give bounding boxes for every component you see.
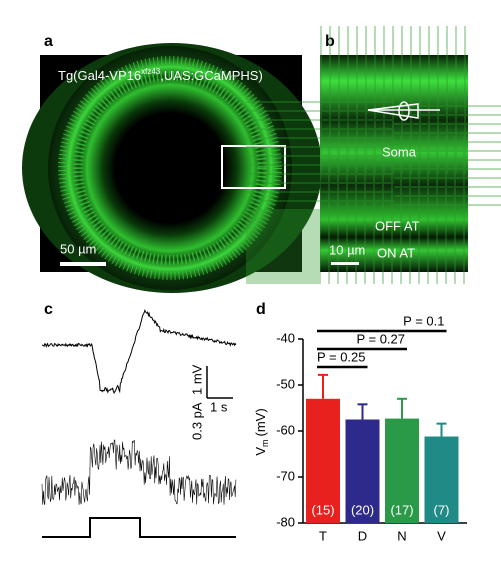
current-trace <box>41 439 237 505</box>
p-value: P = 0.27 <box>356 331 405 346</box>
genotype-main: Tg(Gal4-VP16 <box>58 68 141 83</box>
current-scale: 0.3 pA <box>189 402 204 440</box>
time-scale: 1 s <box>210 399 228 414</box>
panel-label: d <box>256 301 266 318</box>
panel-label: b <box>325 33 335 50</box>
off-label: OFF AT <box>375 218 420 233</box>
y-axis-label: Vm (mV) <box>253 408 270 455</box>
p-value: P = 0.25 <box>317 349 366 364</box>
on-label: ON AT <box>377 245 415 260</box>
y-tick-label: -80 <box>276 514 295 529</box>
soma-label: Soma <box>382 144 417 159</box>
x-tick-label: D <box>358 528 367 543</box>
panel-label: a <box>44 33 53 50</box>
bar-chart: -40 -50 -60 -70 -80 (15) T (20) D (17) N (7) V P = 0.… <box>276 313 467 543</box>
voltage-trace <box>41 309 237 395</box>
scale-bar <box>331 262 359 265</box>
x-tick-label: T <box>319 528 327 543</box>
electrode-tip <box>398 101 410 121</box>
y-label-main: V <box>253 447 268 456</box>
x-tick-label: N <box>397 528 406 543</box>
scale-bar <box>60 262 106 266</box>
electrode <box>367 103 419 119</box>
genotype-rest: ,UAS:GCaMPHS) <box>160 68 263 83</box>
bar <box>306 398 340 523</box>
y-tick-label: -70 <box>276 468 295 483</box>
inset-box <box>221 145 286 189</box>
voltage-scale: 1 mV <box>189 364 204 395</box>
n-label: (7) <box>434 502 450 517</box>
bar <box>385 418 419 523</box>
stimulus <box>42 517 236 538</box>
y-tick-label: -40 <box>276 330 295 345</box>
scale-label: 50 µm <box>60 241 96 256</box>
image-b <box>320 55 468 272</box>
y-tick-label: -60 <box>276 422 295 437</box>
eye <box>48 46 292 290</box>
scale-label: 10 µm <box>329 242 365 257</box>
traces <box>41 309 237 505</box>
y-label-unit: (mV) <box>253 408 268 436</box>
eye-layer <box>58 56 282 280</box>
panel-label: c <box>44 301 53 318</box>
n-label: (15) <box>311 502 334 517</box>
x-tick-label: V <box>437 528 446 543</box>
p-value: P = 0.1 <box>403 313 444 328</box>
bar <box>424 436 459 523</box>
texture <box>246 26 501 284</box>
eye-layer <box>73 71 267 265</box>
y-tick-label: -50 <box>276 376 295 391</box>
genotype: Tg(Gal4-VP16xfz43,UAS:GCaMPHS) <box>58 67 263 83</box>
bar <box>345 419 380 523</box>
genotype-sup: xfz43 <box>141 67 161 76</box>
y-label-sub: m <box>260 440 270 448</box>
n-label: (20) <box>351 502 374 517</box>
n-label: (17) <box>390 502 413 517</box>
